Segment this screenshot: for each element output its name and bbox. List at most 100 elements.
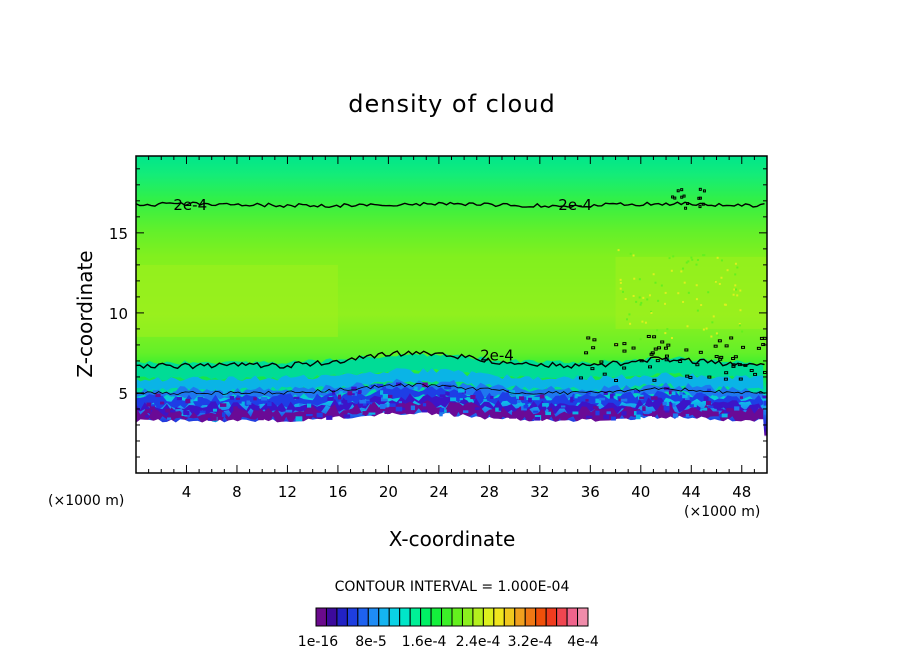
noise-cell — [595, 410, 600, 416]
noise-cell — [586, 415, 593, 419]
x-tick-label: 8 — [232, 483, 242, 501]
x-axis-label: X-coordinate — [389, 527, 516, 551]
noise-cell — [295, 416, 303, 422]
high-density-speck — [703, 254, 706, 257]
contour-fragment — [718, 357, 723, 361]
contour-label: 2e-4 — [173, 196, 207, 214]
contour-fragment — [657, 346, 662, 350]
noise-cell — [533, 410, 539, 413]
noise-cell — [359, 399, 367, 404]
contour-fragment — [673, 196, 677, 200]
noise-cell — [410, 405, 416, 411]
colorbar-cell — [472, 607, 484, 627]
high-density-speck — [680, 270, 683, 273]
noise-cell — [572, 411, 579, 415]
noise-cell — [511, 411, 516, 415]
contour-fragment — [680, 188, 684, 192]
high-density-patch — [136, 264, 338, 337]
high-density-speck — [646, 298, 649, 301]
colorbar-cell — [420, 607, 432, 627]
noise-cell — [703, 396, 709, 401]
contour-fragment — [622, 349, 627, 353]
y-tick-label: 5 — [118, 385, 128, 403]
y-tick-label: 10 — [109, 305, 128, 323]
y-axis-label: Z-coordinate — [73, 250, 97, 377]
noise-cell — [380, 390, 384, 395]
noise-cell — [210, 416, 217, 421]
contour-fragment — [586, 336, 591, 340]
colorbar-cell — [482, 607, 495, 627]
noise-cell — [154, 400, 161, 405]
colorbar-label: 2.4e-4 — [456, 634, 501, 650]
noise-cell — [149, 406, 155, 410]
noise-cell — [620, 398, 628, 402]
noise-cell — [586, 391, 591, 395]
noise-cell — [523, 404, 529, 409]
high-density-speck — [739, 289, 742, 292]
colorbar-cell — [357, 607, 369, 627]
contour-fragment — [738, 377, 743, 381]
noise-cell — [542, 403, 549, 407]
high-density-speck — [735, 288, 738, 291]
high-density-speck — [738, 324, 741, 327]
contour-fragment — [702, 189, 706, 193]
high-density-speck — [711, 321, 714, 324]
noise-cell — [519, 403, 526, 406]
shaded-band — [136, 400, 764, 427]
high-density-patch — [615, 256, 767, 329]
high-density-speck — [666, 328, 669, 331]
noise-cell — [257, 416, 264, 421]
noise-cell — [181, 392, 188, 395]
noise-cell — [651, 414, 656, 417]
noise-cell — [557, 403, 564, 409]
colorbar-cell — [430, 607, 443, 627]
x-tick-label: 32 — [530, 483, 549, 501]
high-density-speck — [640, 301, 643, 304]
colorbar-label: 4e-4 — [567, 634, 599, 650]
noise-cell — [351, 386, 357, 391]
high-density-speck — [615, 343, 618, 346]
colorbar — [315, 607, 589, 627]
noise-cell — [668, 390, 674, 395]
noise-cell — [585, 399, 589, 402]
colorbar-label: 1.6e-4 — [402, 634, 447, 650]
contour-fragment — [591, 346, 596, 350]
high-density-speck — [657, 299, 660, 302]
noise-cell — [716, 408, 724, 411]
noise-cell — [671, 391, 676, 396]
contour-fragment — [666, 343, 671, 347]
noise-cell — [599, 397, 606, 401]
noise-cell — [220, 403, 227, 407]
contour-line-lower — [136, 350, 765, 370]
noise-cell — [516, 399, 521, 403]
high-density-speck — [629, 322, 632, 325]
contour-fragment — [652, 335, 657, 339]
contour-fragment — [707, 375, 712, 379]
noise-cell — [285, 409, 293, 413]
high-density-speck — [672, 255, 675, 258]
noise-cell — [672, 403, 676, 408]
contour-fragment — [590, 367, 595, 371]
x-unit-right: (×1000 m) — [684, 504, 760, 520]
high-density-speck — [687, 260, 690, 263]
high-density-speck — [664, 291, 667, 294]
noise-cell — [534, 416, 541, 421]
colorbar-label: 3.2e-4 — [508, 634, 553, 650]
noise-cell — [152, 390, 159, 395]
high-density-speck — [715, 332, 718, 335]
contour-fragment — [723, 377, 728, 381]
noise-cell — [246, 400, 252, 405]
high-density-speck — [617, 249, 620, 252]
noise-cell — [395, 406, 403, 412]
high-density-speck — [695, 263, 698, 266]
noise-cell — [385, 407, 390, 413]
high-density-speck — [638, 278, 641, 281]
noise-cell — [712, 392, 720, 396]
noise-cell — [380, 397, 388, 402]
noise-cell — [363, 403, 367, 406]
high-density-speck — [650, 311, 653, 314]
noise-cell — [167, 417, 172, 420]
noise-cell — [630, 409, 634, 415]
noise-cell — [459, 398, 463, 401]
noise-cell — [306, 413, 313, 417]
